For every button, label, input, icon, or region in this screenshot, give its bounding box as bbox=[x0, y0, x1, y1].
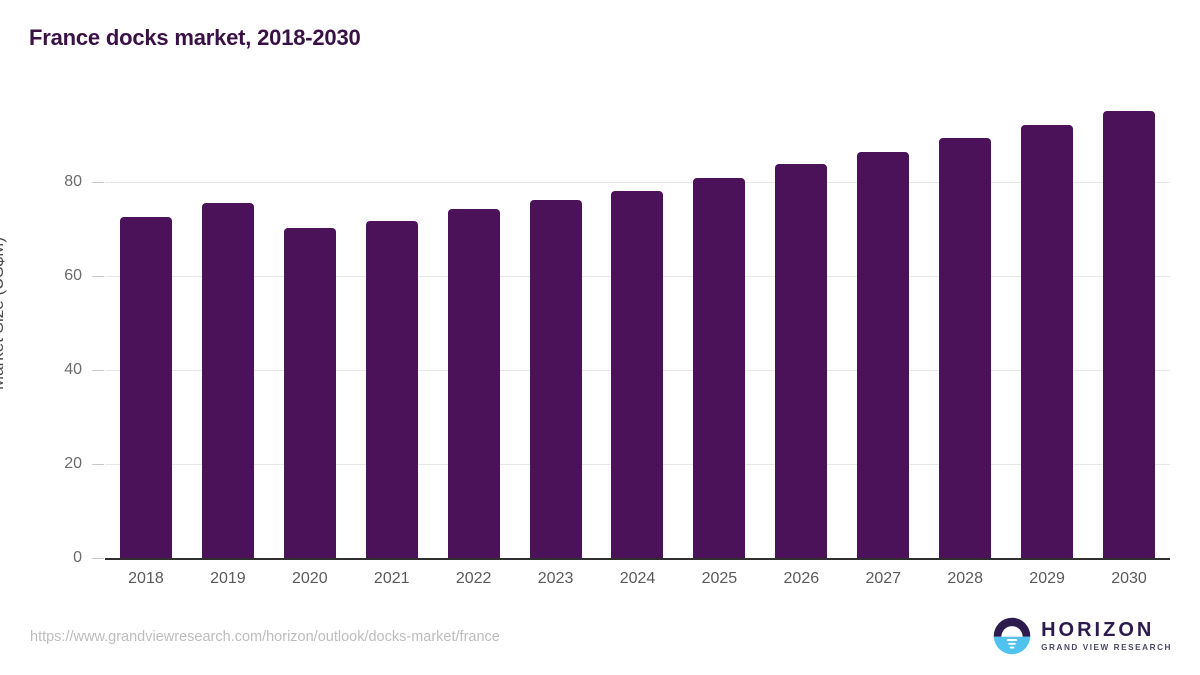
y-tick-mark bbox=[92, 182, 104, 183]
horizon-logo-icon bbox=[993, 617, 1031, 655]
x-tick-label: 2026 bbox=[783, 570, 820, 587]
bar[interactable] bbox=[447, 208, 500, 558]
y-tick-mark bbox=[92, 464, 104, 465]
x-tick-label: 2029 bbox=[1029, 570, 1065, 587]
y-axis-title: Market Size (US$M) bbox=[0, 236, 7, 390]
horizon-logo[interactable]: HORIZON GRAND VIEW RESEARCH bbox=[993, 617, 1172, 655]
bar[interactable] bbox=[119, 216, 172, 558]
logo-tagline: GRAND VIEW RESEARCH bbox=[1041, 642, 1172, 652]
x-tick-label: 2024 bbox=[619, 570, 656, 587]
bar[interactable] bbox=[283, 228, 336, 558]
x-axis-line bbox=[105, 558, 1170, 560]
bar-slot bbox=[1006, 88, 1088, 558]
x-tick-label: 2030 bbox=[1111, 570, 1147, 587]
page-title: France docks market, 2018-2030 bbox=[29, 25, 361, 50]
bar[interactable] bbox=[1103, 111, 1156, 558]
bar[interactable] bbox=[611, 190, 664, 558]
y-tick-label: 40 bbox=[64, 361, 82, 378]
source-url[interactable]: https://www.grandviewresearch.com/horizo… bbox=[30, 629, 500, 645]
x-tick-label: 2027 bbox=[865, 570, 902, 587]
bar-slot bbox=[924, 88, 1006, 558]
bar[interactable] bbox=[693, 177, 746, 558]
y-tick-label: 0 bbox=[73, 549, 82, 566]
x-tick-label: 2022 bbox=[455, 570, 492, 587]
x-tick-label: 2028 bbox=[947, 570, 983, 587]
x-tick-label: 2025 bbox=[701, 570, 738, 587]
bar-slot bbox=[433, 88, 515, 558]
bar-slot bbox=[515, 88, 597, 558]
bar-slot bbox=[105, 88, 187, 558]
bar[interactable] bbox=[1021, 125, 1074, 558]
bar[interactable] bbox=[201, 203, 254, 558]
logo-wordmark: HORIZON bbox=[1041, 618, 1155, 641]
y-tick-label: 60 bbox=[64, 267, 82, 284]
bar[interactable] bbox=[775, 164, 828, 558]
bar-slot bbox=[269, 88, 351, 558]
bar-slot bbox=[1088, 88, 1170, 558]
x-tick-label: 2023 bbox=[537, 570, 574, 587]
y-tick-mark bbox=[92, 276, 104, 277]
x-tick-label: 2018 bbox=[128, 570, 164, 587]
gridline bbox=[105, 182, 1170, 183]
x-tick-label: 2021 bbox=[373, 570, 410, 587]
bar[interactable] bbox=[529, 199, 582, 558]
x-tick-label: 2020 bbox=[292, 570, 328, 587]
bar-slot bbox=[678, 88, 760, 558]
bar-slot bbox=[597, 88, 679, 558]
bar[interactable] bbox=[939, 137, 992, 558]
bar-slot bbox=[842, 88, 924, 558]
bar-series bbox=[105, 88, 1170, 558]
y-tick-mark bbox=[92, 558, 104, 559]
x-tick-label: 2019 bbox=[210, 570, 246, 587]
bar-slot bbox=[760, 88, 842, 558]
bar[interactable] bbox=[857, 151, 910, 558]
y-tick-label: 80 bbox=[64, 173, 82, 190]
y-tick-label: 20 bbox=[64, 455, 82, 472]
bar-slot bbox=[351, 88, 433, 558]
bar[interactable] bbox=[365, 221, 418, 558]
bar-slot bbox=[187, 88, 269, 558]
logo-text-block: HORIZON GRAND VIEW RESEARCH bbox=[1041, 618, 1172, 653]
y-tick-mark bbox=[92, 370, 104, 371]
